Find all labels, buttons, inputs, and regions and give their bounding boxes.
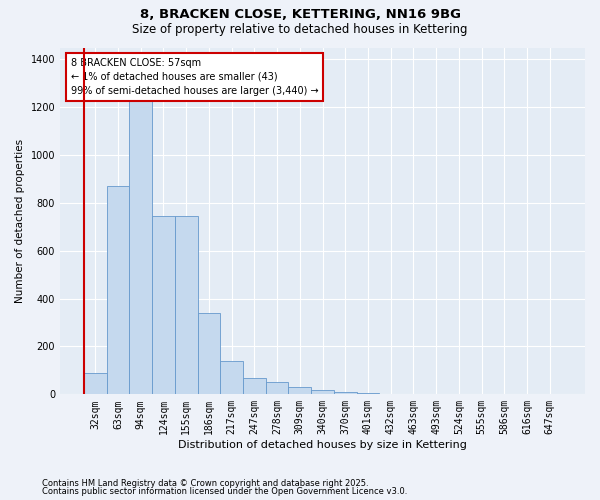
Bar <box>130 98 152 395</box>
Bar <box>84 373 107 394</box>
Bar <box>356 393 379 394</box>
Bar <box>311 390 334 394</box>
Text: Contains public sector information licensed under the Open Government Licence v3: Contains public sector information licen… <box>42 487 407 496</box>
Bar <box>220 361 243 394</box>
Text: Contains HM Land Registry data © Crown copyright and database right 2025.: Contains HM Land Registry data © Crown c… <box>42 478 368 488</box>
Bar <box>334 392 356 394</box>
Bar <box>152 216 175 394</box>
Bar <box>107 186 130 394</box>
Bar <box>197 313 220 394</box>
Text: 8, BRACKEN CLOSE, KETTERING, NN16 9BG: 8, BRACKEN CLOSE, KETTERING, NN16 9BG <box>139 8 461 20</box>
Text: 8 BRACKEN CLOSE: 57sqm
← 1% of detached houses are smaller (43)
99% of semi-deta: 8 BRACKEN CLOSE: 57sqm ← 1% of detached … <box>71 58 318 96</box>
Y-axis label: Number of detached properties: Number of detached properties <box>15 139 25 303</box>
Bar <box>289 387 311 394</box>
Bar <box>175 216 197 394</box>
Text: Size of property relative to detached houses in Kettering: Size of property relative to detached ho… <box>132 22 468 36</box>
Bar <box>266 382 289 394</box>
Bar <box>243 378 266 394</box>
X-axis label: Distribution of detached houses by size in Kettering: Distribution of detached houses by size … <box>178 440 467 450</box>
